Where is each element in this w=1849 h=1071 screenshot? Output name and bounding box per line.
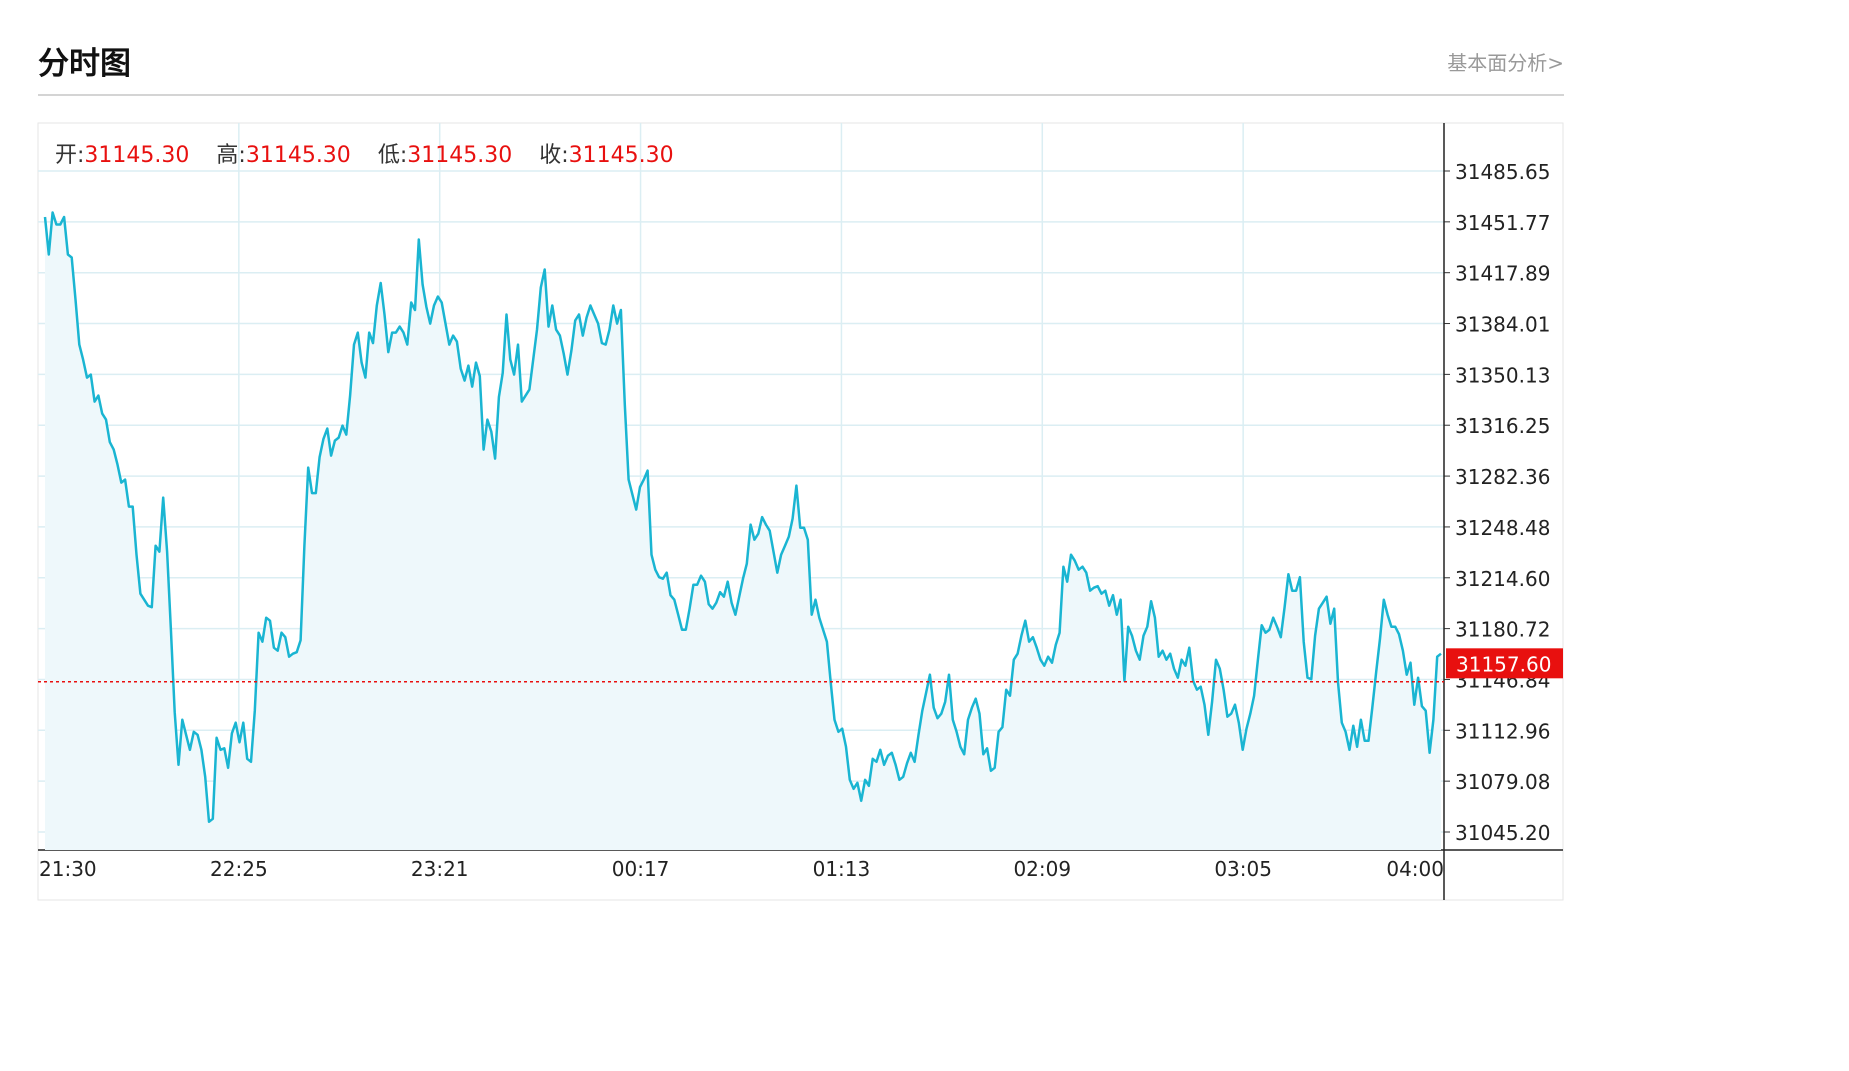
y-tick-label: 31214.60 (1455, 567, 1550, 591)
close-value: 31145.30 (568, 143, 674, 168)
low-label: 低: (377, 143, 408, 168)
x-tick-label: 00:17 (612, 857, 670, 881)
high-value: 31145.30 (245, 143, 351, 168)
price-line (43, 211, 1442, 824)
current-price-label: 31157.60 (1456, 652, 1551, 676)
price-area (45, 212, 1441, 850)
y-tick-label: 31045.20 (1455, 821, 1550, 845)
x-tick-label: 22:25 (210, 857, 268, 881)
y-tick-label: 31451.77 (1455, 211, 1550, 235)
low-value: 31145.30 (407, 143, 513, 168)
fundamental-analysis-link[interactable]: 基本面分析> (1447, 51, 1564, 75)
y-tick-label: 31350.13 (1455, 363, 1550, 387)
x-tick-label: 03:05 (1214, 857, 1272, 881)
y-tick-label: 31384.01 (1455, 313, 1550, 337)
y-tick-label: 31282.36 (1455, 465, 1550, 489)
open-value: 31145.30 (84, 143, 190, 168)
open-label: 开: (55, 143, 85, 168)
chart-frame (37, 122, 1564, 901)
y-tick-label: 31079.08 (1455, 770, 1550, 794)
x-tick-label: 23:21 (411, 857, 469, 881)
page-title: 分时图 (38, 46, 131, 82)
current-price-tag (1446, 648, 1563, 679)
y-tick-label: 31248.48 (1455, 516, 1550, 540)
y-tick-label: 31180.72 (1455, 618, 1550, 642)
ohlc-readout: 开:31145.30 高:31145.30 低:31145.30 收:31145… (55, 137, 694, 169)
y-tick-label: 31112.96 (1455, 719, 1550, 743)
x-tick-label: 01:13 (813, 857, 871, 881)
x-tick-label: 04:00 (1386, 857, 1444, 881)
y-tick-label: 31485.65 (1455, 160, 1550, 184)
header-divider (38, 94, 1564, 96)
y-tick-label: 31316.25 (1455, 414, 1550, 438)
close-label: 收: (539, 143, 569, 168)
x-tick-label: 02:09 (1013, 857, 1071, 881)
high-label: 高: (216, 143, 246, 168)
y-tick-label: 31417.89 (1455, 262, 1550, 286)
x-tick-label: 21:30 (39, 857, 97, 881)
